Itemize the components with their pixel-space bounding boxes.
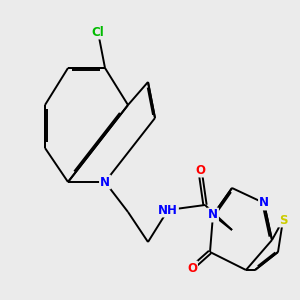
Text: O: O: [195, 164, 205, 176]
Text: N: N: [208, 208, 218, 221]
Text: NH: NH: [158, 203, 178, 217]
Text: N: N: [100, 176, 110, 188]
Text: Cl: Cl: [92, 26, 104, 38]
Text: N: N: [259, 196, 269, 209]
Text: S: S: [279, 214, 287, 226]
Text: O: O: [187, 262, 197, 275]
